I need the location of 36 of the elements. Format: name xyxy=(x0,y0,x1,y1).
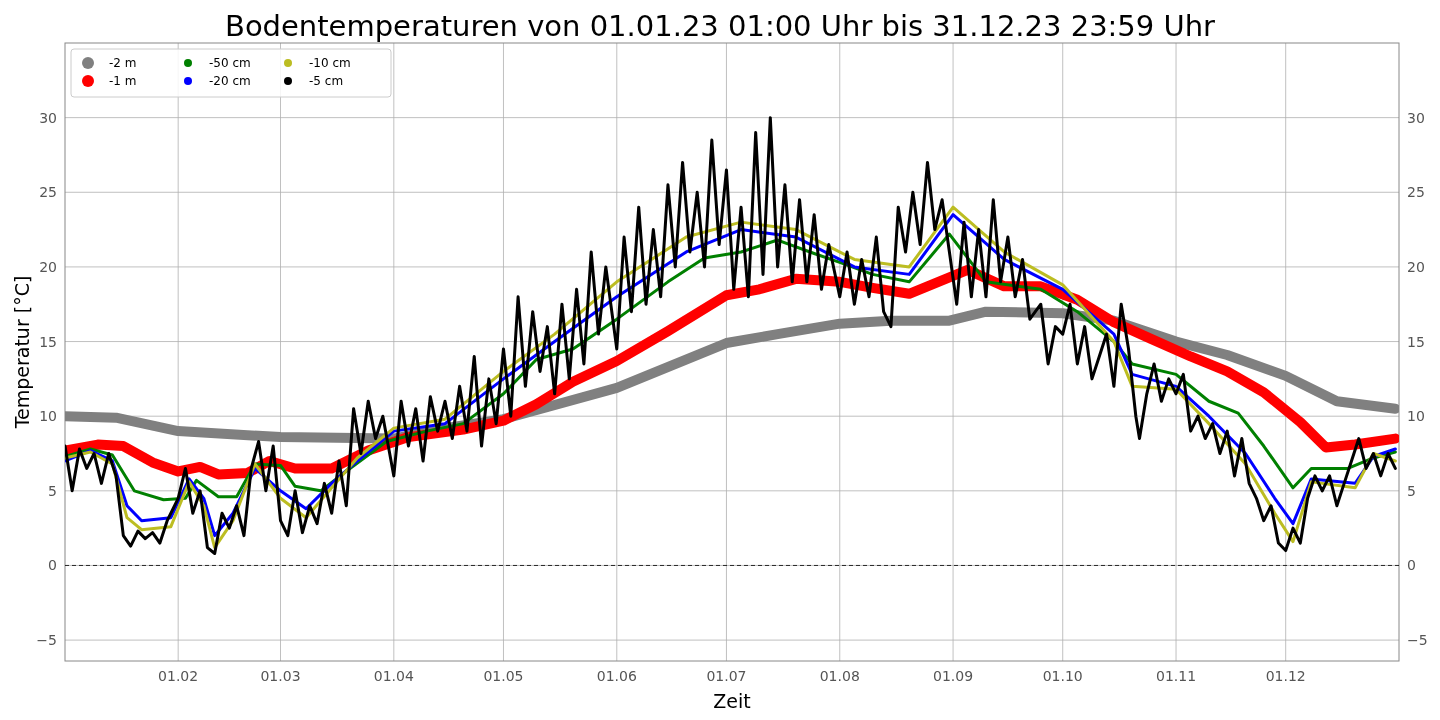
y-tick-label: 15 xyxy=(39,333,57,350)
x-tick-label: 01.09 xyxy=(933,668,974,684)
y-tick-label: 20 xyxy=(39,258,57,275)
y-tick-label: −5 xyxy=(36,632,57,649)
legend-label: -20 cm xyxy=(209,74,251,88)
x-tick-label: 01.10 xyxy=(1042,668,1083,684)
y2-tick-label: −5 xyxy=(1407,632,1428,649)
y2-tick-label: 15 xyxy=(1407,333,1425,350)
y2-tick-label: 25 xyxy=(1407,184,1425,201)
legend-label: -1 m xyxy=(109,74,137,88)
x-axis-title: Zeit xyxy=(713,690,751,712)
legend-label: -10 cm xyxy=(309,56,351,70)
y2-tick-label: 5 xyxy=(1407,482,1416,499)
legend-label: -5 cm xyxy=(309,74,344,88)
x-tick-label: 01.11 xyxy=(1155,668,1197,684)
y2-tick-label: 0 xyxy=(1407,557,1416,574)
y-axis-title: Temperatur [°C] xyxy=(11,275,33,430)
y-tick-label: 30 xyxy=(39,109,57,126)
y2-tick-label: 20 xyxy=(1407,258,1425,275)
x-tick-label: 01.04 xyxy=(373,668,414,684)
y-tick-label: 5 xyxy=(48,482,57,499)
x-tick-label: 01.02 xyxy=(158,668,199,684)
chart-title: Bodentemperaturen von 01.01.23 01:00 Uhr bis 31.12.23 23:59 Uhr xyxy=(224,9,1216,43)
y-tick-label: 10 xyxy=(39,408,57,425)
x-tick-label: 01.05 xyxy=(483,668,524,684)
legend-label: -50 cm xyxy=(209,56,251,70)
x-tick-label: 01.07 xyxy=(706,668,747,684)
legend-label: -2 m xyxy=(109,56,137,70)
x-tick-label: 01.08 xyxy=(819,668,860,684)
x-tick-label: 01.12 xyxy=(1265,668,1306,684)
y2-tick-label: 30 xyxy=(1407,109,1425,126)
y-tick-label: 0 xyxy=(48,557,57,574)
y-tick-label: 25 xyxy=(39,184,57,201)
y2-tick-label: 10 xyxy=(1407,408,1425,425)
x-tick-label: 01.03 xyxy=(260,668,301,684)
x-tick-label: 01.06 xyxy=(596,668,637,684)
